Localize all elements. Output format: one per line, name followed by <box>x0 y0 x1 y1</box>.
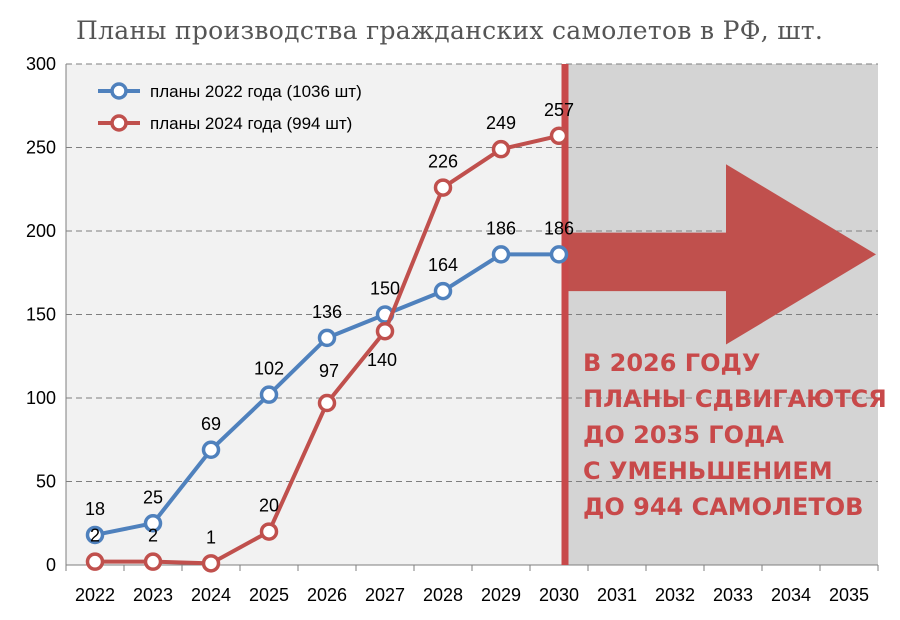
x-tick-label: 2026 <box>307 585 347 605</box>
annotation-line-5: ДО 944 САМОЛЕТОВ <box>583 493 864 521</box>
x-tick-label: 2023 <box>133 585 173 605</box>
series-1-data-label: 136 <box>312 302 342 322</box>
x-tick-label: 2034 <box>771 585 811 605</box>
series-1-data-label: 164 <box>428 255 458 275</box>
x-tick-label: 2032 <box>655 585 695 605</box>
y-tick-label: 0 <box>46 555 56 575</box>
series-1-point <box>317 328 337 348</box>
x-tick-label: 2024 <box>191 585 231 605</box>
y-tick-label: 150 <box>26 305 56 325</box>
x-tick-label: 2022 <box>75 585 115 605</box>
series-1-point <box>85 525 105 545</box>
series-2-data-label: 97 <box>319 361 339 381</box>
series-1-data-label: 102 <box>254 359 284 379</box>
annotation-line-4: С УМЕНЬШЕНИЕМ <box>583 457 833 485</box>
series-1-point <box>491 245 511 264</box>
y-tick-label: 250 <box>26 138 56 158</box>
series-2-data-label: 226 <box>428 152 458 172</box>
arrow-shape <box>565 164 876 345</box>
legend-label-2: планы 2024 года (994 шт) <box>150 114 352 133</box>
series-1-data-label: 186 <box>486 218 516 238</box>
y-tick-label: 50 <box>36 472 56 492</box>
series-1-data-label: 25 <box>143 487 163 507</box>
series-2-data-label: 20 <box>259 496 279 516</box>
series-1-data-label: 150 <box>370 279 400 299</box>
chart-title: Планы производства гражданских самолетов… <box>76 16 824 45</box>
y-tick-label: 200 <box>26 221 56 241</box>
legend-marker-1 <box>110 82 128 100</box>
legend-label-1: планы 2022 года (1036 шт) <box>150 82 362 101</box>
series-2-data-label: 2 <box>148 526 158 546</box>
x-tick-label: 2027 <box>365 585 405 605</box>
series-2-point <box>317 393 337 413</box>
x-tick-label: 2035 <box>829 585 869 605</box>
series-1-point <box>259 385 279 404</box>
series-2-point <box>143 552 163 571</box>
series-2-data-label: 257 <box>544 100 574 120</box>
x-tick-label: 2031 <box>597 585 637 605</box>
x-tick-label: 2029 <box>481 585 521 605</box>
x-tick-label: 2030 <box>539 585 579 605</box>
series-2-point <box>549 126 569 146</box>
series-2-point <box>259 522 279 541</box>
series-2-point <box>85 552 105 571</box>
series-2-point <box>433 178 453 197</box>
series-1-point <box>201 440 221 460</box>
x-tick-label: 2028 <box>423 585 463 605</box>
series-2-point <box>201 554 221 573</box>
series-1-data-label: 69 <box>201 414 221 434</box>
y-tick-label: 300 <box>26 54 56 74</box>
series-2-point <box>491 139 511 159</box>
annotation-text: В 2026 ГОДУ ПЛАНЫ СДВИГАЮТСЯ ДО 2035 ГОД… <box>583 345 887 525</box>
series-1-point <box>143 514 163 533</box>
series-2-data-label: 249 <box>486 113 516 133</box>
series-2-data-label: 1 <box>206 527 216 547</box>
series-1-data-label: 186 <box>544 218 574 238</box>
annotation-line-3: ДО 2035 ГОДА <box>583 421 784 449</box>
legend-marker-2 <box>110 114 128 132</box>
annotation-line-1: В 2026 ГОДУ <box>583 349 761 377</box>
x-tick-label: 2025 <box>249 585 289 605</box>
series-2-data-label: 2 <box>90 526 100 546</box>
series-1-point <box>433 281 453 301</box>
x-tick-label: 2033 <box>713 585 753 605</box>
series-1-point <box>549 245 569 264</box>
series-2-point <box>375 321 395 341</box>
y-tick-label: 100 <box>26 388 56 408</box>
annotation-line-2: ПЛАНЫ СДВИГАЮТСЯ <box>583 385 887 413</box>
series-2-data-label: 140 <box>367 350 397 370</box>
series-1-data-label: 18 <box>85 499 105 519</box>
